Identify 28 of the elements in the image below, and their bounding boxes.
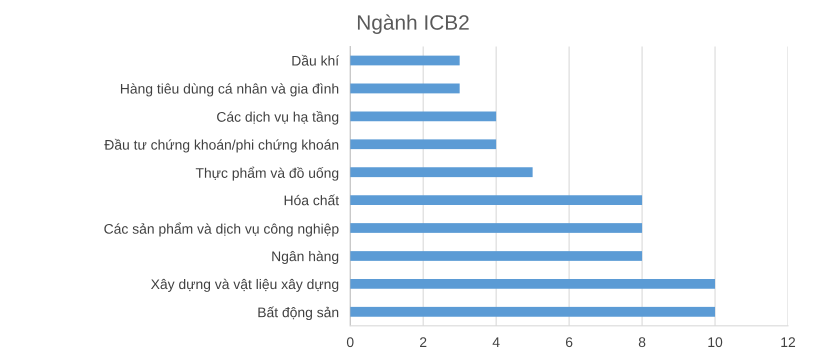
y-tick-label: Đầu tư chứng khoán/phi chứng khoán: [104, 138, 338, 152]
x-tick-label: 4: [492, 337, 500, 347]
chart-title: Ngành ICB2: [358, 14, 469, 34]
x-tick-label: 6: [566, 337, 572, 348]
y-tick-label: Thực phẩm và đồ uống: [196, 166, 338, 181]
bar: [350, 139, 496, 150]
bar: [350, 223, 642, 233]
x-tick-label: 12: [781, 337, 796, 347]
bar: [350, 56, 460, 66]
bar: [350, 251, 642, 261]
y-tick-label: Hóa chất: [284, 194, 340, 206]
y-tick-label: Hàng tiêu dùng cá nhân và gia đình: [120, 83, 338, 96]
x-tick-label: 8: [638, 337, 646, 348]
y-tick-label: Các sản phẩm và dịch vụ công nghiệp: [104, 222, 339, 237]
x-tick-label: 2: [420, 337, 426, 347]
y-tick-label: Dầu khí: [292, 54, 340, 66]
bar: [350, 167, 533, 178]
y-tick-label: Xây dựng và vật liệu xây dựng: [150, 278, 338, 292]
y-tick-label: Bất động sản: [258, 306, 338, 320]
bar: [350, 306, 716, 317]
x-tick-label: 0: [346, 337, 354, 348]
y-tick-label: Các dịch vụ hạ tầng: [217, 111, 338, 125]
bar: [350, 195, 642, 206]
bar: [350, 279, 716, 289]
bar: [350, 111, 496, 122]
x-tick-label: 10: [708, 337, 722, 348]
y-tick-label: Ngân hàng: [272, 250, 338, 264]
bar: [350, 84, 460, 94]
